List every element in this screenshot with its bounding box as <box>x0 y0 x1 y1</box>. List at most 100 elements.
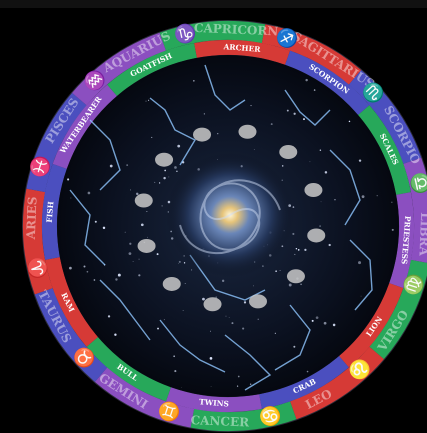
star <box>249 383 252 385</box>
outer-segment <box>190 401 297 431</box>
inner-segment <box>339 283 404 368</box>
star <box>210 386 212 387</box>
star <box>117 273 121 277</box>
zodiac-figure <box>137 238 156 253</box>
galaxy-arms <box>179 179 281 255</box>
inner-label: TWINS <box>199 397 229 408</box>
star <box>203 113 206 115</box>
star <box>102 226 106 230</box>
zodiac-figure <box>304 183 323 198</box>
constellation-line <box>99 279 151 341</box>
star <box>209 357 213 360</box>
star <box>376 195 378 197</box>
star <box>184 283 186 285</box>
outer-segment <box>22 188 53 295</box>
star <box>86 270 89 273</box>
star <box>114 333 117 336</box>
star <box>228 317 230 318</box>
star <box>311 319 314 322</box>
inner-label: PRIESTESS <box>400 215 413 264</box>
star <box>391 201 393 203</box>
outer-segment <box>348 70 422 164</box>
star <box>292 232 295 235</box>
inner-label: FISH <box>45 201 56 223</box>
star <box>158 182 161 184</box>
star <box>320 201 322 203</box>
star <box>181 386 183 388</box>
star <box>275 270 277 272</box>
star <box>319 149 322 151</box>
zodiac-figure <box>307 228 326 243</box>
star <box>130 189 131 191</box>
star <box>358 261 362 265</box>
outer-label: ARIES <box>24 196 40 240</box>
star <box>279 270 281 272</box>
star <box>132 261 134 262</box>
star <box>148 99 150 101</box>
outer-segment <box>403 157 427 263</box>
star <box>154 181 156 183</box>
star <box>93 279 96 281</box>
outer-segment <box>159 21 266 51</box>
star <box>334 199 336 201</box>
top-strip <box>0 0 427 8</box>
outer-label: LIBRA <box>416 212 427 257</box>
outer-segment <box>34 288 108 382</box>
star <box>237 375 240 378</box>
inner-segment <box>285 50 370 115</box>
star <box>358 159 362 162</box>
inner-segment <box>389 192 414 289</box>
zodiac-figure <box>248 294 267 309</box>
star <box>257 318 259 320</box>
star <box>323 321 327 325</box>
star <box>173 355 176 358</box>
star <box>209 330 211 332</box>
constellation-line <box>274 304 311 371</box>
star <box>274 332 276 334</box>
star <box>288 283 292 287</box>
constellation-line <box>89 119 121 191</box>
star <box>174 370 177 373</box>
zodiac-figure <box>286 269 305 284</box>
star <box>295 247 298 250</box>
star <box>391 228 394 231</box>
star <box>202 297 205 301</box>
constellation-line <box>349 239 373 311</box>
star <box>293 345 296 348</box>
star <box>129 242 132 245</box>
star <box>109 164 113 168</box>
constellation-line <box>204 64 246 111</box>
star <box>305 78 308 82</box>
star <box>168 176 170 178</box>
star <box>124 231 126 233</box>
star <box>163 176 166 180</box>
zodiac-figure <box>238 124 257 139</box>
zodiac-figure <box>193 127 212 142</box>
zodiac-glyph: ♈ <box>24 255 50 282</box>
star <box>328 243 331 247</box>
star <box>126 164 129 167</box>
outer-label: CAPRICORN <box>194 21 279 38</box>
inner-segment <box>259 356 349 409</box>
inner-ring-segments <box>41 40 414 412</box>
zodiac-glyph: ♋ <box>257 403 284 429</box>
star <box>231 322 234 325</box>
inner-segment <box>86 337 171 402</box>
star <box>161 205 163 207</box>
star <box>140 223 144 227</box>
inner-segment <box>41 163 67 260</box>
star <box>236 385 239 387</box>
outer-label: CANCER <box>190 413 250 429</box>
star <box>225 315 227 317</box>
star <box>176 170 178 172</box>
star <box>182 309 184 311</box>
star <box>94 220 97 223</box>
star <box>128 252 132 256</box>
constellation-line <box>284 89 331 126</box>
star <box>270 123 273 126</box>
star <box>332 323 336 327</box>
zodiac-figure <box>155 152 174 167</box>
constellation-line <box>224 334 272 391</box>
inner-segment <box>107 43 197 96</box>
